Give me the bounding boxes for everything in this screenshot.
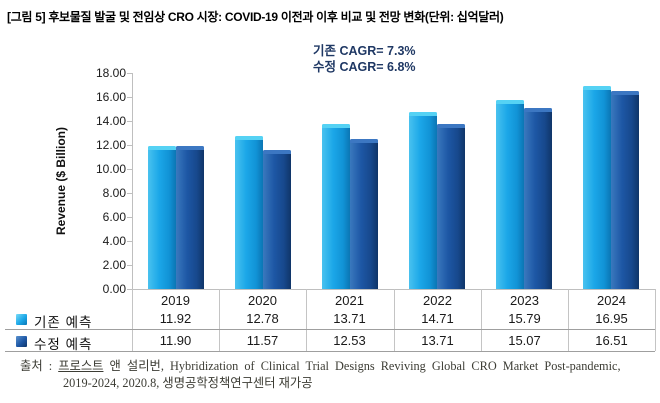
source-underlined-text: 프로스트 <box>58 359 104 373</box>
bar-기존 예측-2024 <box>583 86 611 289</box>
table-cell-revised-2019: 11.90 <box>159 333 192 348</box>
legend-key-existing-forecast <box>16 314 27 325</box>
column-separator <box>394 289 395 351</box>
table-cell-revised-2021: 12.53 <box>333 333 366 348</box>
table-cell-revised-2023: 15.07 <box>508 333 541 348</box>
bar-수정 예측-2019 <box>176 146 204 289</box>
y-tick-mark <box>127 217 132 218</box>
y-tick-label: 10.00 <box>95 162 126 176</box>
figure-title: [그림 5] 후보물질 발굴 및 전임상 CRO 시장: COVID-19 이전… <box>7 10 504 24</box>
y-tick-mark <box>127 73 132 74</box>
bar-수정 예측-2020 <box>263 150 291 289</box>
source-line-1: 출처 : 프로스트 앤 설리번, Hybridization of Clinic… <box>20 358 654 375</box>
table-cell-existing-2024: 16.95 <box>595 311 628 326</box>
bar-기존 예측-2023 <box>496 100 524 289</box>
source-rest: 앤 설리번, Hybridization of Clinical Trial D… <box>103 359 621 373</box>
y-tick-mark <box>127 289 132 290</box>
column-separator <box>132 289 133 351</box>
legend-key-revised-forecast <box>16 336 27 347</box>
x-category-2023: 2023 <box>510 293 539 308</box>
x-category-2020: 2020 <box>248 293 277 308</box>
y-tick-label: 12.00 <box>95 138 126 152</box>
column-separator <box>219 289 220 351</box>
cagr-revised: 수정 CAGR= 6.8% <box>313 60 416 74</box>
legend-label-existing-forecast: 기존 예측 <box>34 315 93 330</box>
y-tick-mark <box>127 121 132 122</box>
table-cell-existing-2021: 13.71 <box>333 311 366 326</box>
y-tick-label: 8.00 <box>102 186 126 200</box>
bar-기존 예측-2020 <box>235 136 263 289</box>
column-separator <box>655 289 656 351</box>
source-line-2: 2019-2024, 2020.8, 생명공학정책연구센터 재가공 <box>63 376 313 390</box>
cagr-existing: 기존 CAGR= 7.3% <box>313 44 416 58</box>
y-axis-title: Revenue ($ Billion) <box>54 126 68 236</box>
table-cell-revised-2020: 11.57 <box>246 333 279 348</box>
bar-수정 예측-2023 <box>524 108 552 289</box>
y-tick-label: 18.00 <box>95 66 126 80</box>
bar-수정 예측-2021 <box>350 139 378 289</box>
y-tick-mark <box>127 193 132 194</box>
plot-area <box>132 73 656 290</box>
table-cell-existing-2019: 11.92 <box>159 311 192 326</box>
x-category-2019: 2019 <box>161 293 190 308</box>
y-tick-mark <box>127 169 132 170</box>
cagr-annotation: 기존 CAGR= 7.3% 수정 CAGR= 6.8% <box>313 43 416 75</box>
y-tick-mark <box>127 241 132 242</box>
bar-기존 예측-2021 <box>322 124 350 289</box>
y-tick-label: 6.00 <box>102 210 126 224</box>
table-cell-revised-2024: 16.51 <box>595 333 628 348</box>
y-tick-label: 0.00 <box>102 282 126 296</box>
y-tick-mark <box>127 97 132 98</box>
x-category-2021: 2021 <box>335 293 364 308</box>
table-cell-existing-2022: 14.71 <box>421 311 454 326</box>
table-cell-revised-2022: 13.71 <box>421 333 454 348</box>
column-separator <box>306 289 307 351</box>
source-note: 출처 : 프로스트 앤 설리번, Hybridization of Clinic… <box>20 358 654 392</box>
source-prefix: 출처 : <box>20 359 59 373</box>
table-cell-existing-2023: 15.79 <box>508 311 541 326</box>
table-cell-existing-2020: 12.78 <box>246 311 279 326</box>
y-tick-mark <box>127 145 132 146</box>
bar-기존 예측-2019 <box>148 146 176 289</box>
bar-수정 예측-2022 <box>437 124 465 289</box>
table-rule-middle <box>5 329 655 330</box>
y-tick-label: 16.00 <box>95 90 126 104</box>
table-rule-bottom <box>5 351 655 352</box>
y-tick-mark <box>127 265 132 266</box>
column-separator <box>568 289 569 351</box>
column-separator <box>481 289 482 351</box>
bar-기존 예측-2022 <box>409 112 437 289</box>
legend-label-revised-forecast: 수정 예측 <box>34 337 93 352</box>
y-tick-label: 14.00 <box>95 114 126 128</box>
bar-수정 예측-2024 <box>611 91 639 289</box>
y-tick-label: 4.00 <box>102 234 126 248</box>
x-category-2024: 2024 <box>597 293 626 308</box>
y-tick-label: 2.00 <box>102 258 126 272</box>
x-category-2022: 2022 <box>423 293 452 308</box>
